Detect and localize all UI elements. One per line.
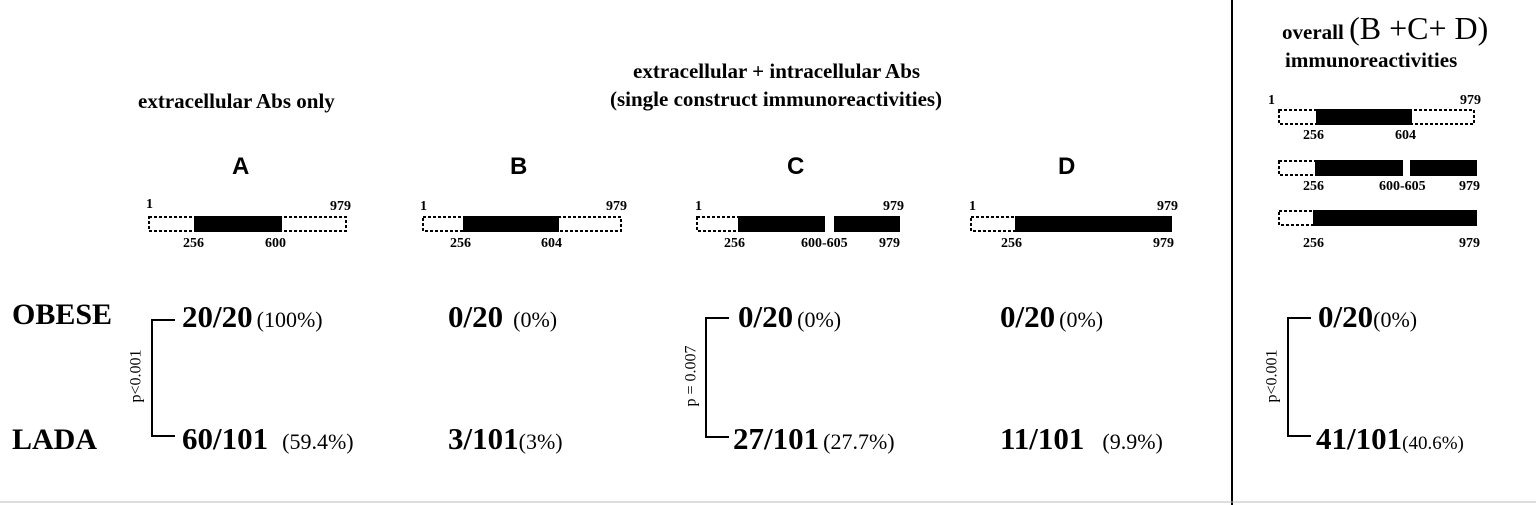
construct-b-left: 256 — [450, 236, 471, 251]
construct-a-left: 256 — [183, 236, 204, 251]
bracket-overall — [1287, 317, 1311, 437]
construct-a-bar — [194, 216, 282, 232]
result-d-obese-ratio: 0/20 — [1000, 299, 1056, 334]
panel-letter-c: C — [787, 153, 805, 180]
construct-b-start: 1 — [420, 199, 427, 214]
result-b-obese: 0/20 (0%) — [448, 299, 557, 335]
result-overall-obese-pct: (0%) — [1373, 307, 1418, 332]
result-a-obese: 20/20 (100%) — [182, 299, 323, 335]
result-b-lada: 3/101(3%) — [448, 421, 563, 457]
construct-d-start: 1 — [969, 199, 976, 214]
result-a-lada-pct: (59.4%) — [282, 429, 354, 454]
result-a-lada-ratio: 60/101 — [182, 421, 269, 456]
construct-a-full — [148, 216, 347, 232]
construct-d-right: 979 — [1153, 236, 1174, 251]
result-d-obese: 0/20 (0%) — [1000, 299, 1103, 335]
construct-c-mid: 600-605 — [801, 236, 848, 251]
result-overall-lada-pct: (40.6%) — [1402, 433, 1464, 454]
overall-construct-3 — [1278, 210, 1477, 226]
construct-d-dashed — [970, 216, 1020, 232]
result-b-obese-pct: (0%) — [513, 307, 558, 332]
pvalue-c: p = 0.007 — [682, 345, 700, 407]
result-b-lada-ratio: 3/101 — [448, 421, 519, 456]
overall-construct-2 — [1278, 160, 1477, 176]
construct-d-left: 256 — [1001, 236, 1022, 251]
construct-b-right: 604 — [541, 236, 562, 251]
construct-b-end: 979 — [606, 199, 627, 214]
construct-d — [970, 216, 1172, 232]
construct-c-end: 979 — [883, 199, 904, 214]
construct-c-bar-1 — [738, 216, 825, 232]
header-overall-line1: overall (B +C+ D) — [1282, 10, 1488, 47]
overall-c2-mid: 600-605 — [1379, 179, 1426, 194]
bracket-a — [151, 319, 175, 437]
result-c-lada-ratio: 27/101 — [733, 421, 820, 456]
pvalue-overall: p<0.001 — [1263, 349, 1281, 403]
result-a-obese-ratio: 20/20 — [182, 299, 253, 334]
construct-b — [422, 216, 622, 232]
row-label-obese: OBESE — [12, 298, 113, 331]
construct-d-bar — [1015, 216, 1172, 232]
overall-c1-left: 256 — [1303, 128, 1324, 143]
overall-groups: (B +C+ D) — [1349, 10, 1489, 46]
construct-c-left: 256 — [724, 236, 745, 251]
construct-c-bar-2 — [834, 216, 900, 232]
construct-a — [148, 216, 347, 232]
header-overall-line2: immunoreactivities — [1285, 48, 1458, 72]
construct-a-start: 1 — [146, 197, 153, 212]
result-a-obese-pct: (100%) — [256, 307, 323, 332]
result-b-lada-pct: (3%) — [518, 429, 563, 454]
overall-c2-right: 979 — [1459, 179, 1480, 194]
construct-a-right: 600 — [265, 236, 286, 251]
panel-letter-d: D — [1058, 153, 1076, 180]
row-label-lada: LADA — [12, 423, 98, 456]
result-c-obese: 0/20 (0%) — [738, 299, 841, 335]
header-a: extracellular Abs only — [138, 89, 335, 113]
bracket-c — [705, 317, 729, 438]
result-overall-lada-ratio: 41/101 — [1316, 421, 1403, 456]
overall-word: overall — [1282, 20, 1344, 44]
result-b-obese-ratio: 0/20 — [448, 299, 504, 334]
result-overall-obese-ratio: 0/20 — [1318, 299, 1374, 334]
result-overall-obese: 0/20(0%) — [1318, 299, 1417, 335]
panel-letter-b: B — [510, 153, 528, 180]
result-c-lada: 27/101 (27.7%) — [733, 421, 895, 457]
result-c-obese-ratio: 0/20 — [738, 299, 794, 334]
result-c-obese-pct: (0%) — [797, 307, 842, 332]
overall-c3-left: 256 — [1303, 236, 1324, 251]
panel-letter-a: A — [232, 153, 250, 180]
result-overall-lada: 41/101(40.6%) — [1316, 421, 1464, 457]
header-bcd-line2: (single construct immunoreactivities) — [610, 87, 943, 111]
result-a-lada: 60/101 (59.4%) — [182, 421, 354, 457]
result-d-obese-pct: (0%) — [1059, 307, 1104, 332]
overall-c3-right: 979 — [1459, 236, 1480, 251]
construct-b-bar — [463, 216, 559, 232]
construct-a-end: 979 — [330, 199, 351, 214]
result-d-lada-ratio: 11/101 — [1000, 421, 1085, 456]
header-bcd-line1: extracellular + intracellular Abs — [633, 59, 921, 83]
construct-c — [696, 216, 900, 232]
construct-c-start: 1 — [695, 199, 702, 214]
result-c-lada-pct: (27.7%) — [823, 429, 895, 454]
result-d-lada-pct: (9.9%) — [1102, 429, 1163, 454]
result-d-lada: 11/101 (9.9%) — [1000, 421, 1163, 457]
overall-c1-right: 604 — [1395, 128, 1416, 143]
pvalue-a: p<0.001 — [127, 349, 145, 403]
construct-d-end: 979 — [1157, 199, 1178, 214]
overall-c1-start: 1 — [1268, 93, 1275, 108]
construct-c-dashed — [696, 216, 743, 232]
overall-c2-left: 256 — [1303, 179, 1324, 194]
overall-c1-end: 979 — [1460, 93, 1481, 108]
overall-construct-1 — [1278, 109, 1475, 125]
construct-c-right: 979 — [879, 236, 900, 251]
